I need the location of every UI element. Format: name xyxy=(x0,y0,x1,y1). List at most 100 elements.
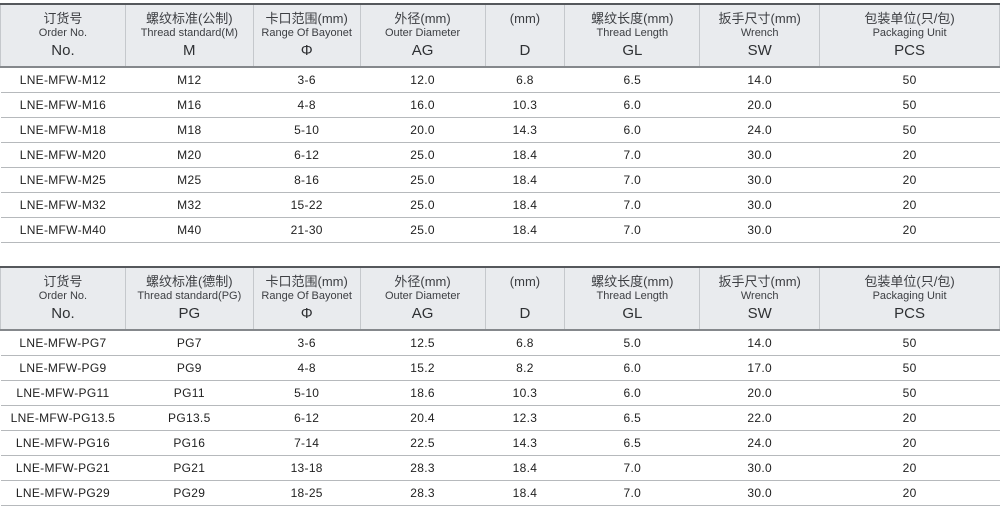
cell-metric-1-5: 6.0 xyxy=(564,92,700,118)
table-row-pg-2: LNE-MFW-PG11 PG11 5-10 18.6 10.3 6.0 20.0 50 xyxy=(0,380,1000,406)
col-header-zh: 螺纹长度(mm) xyxy=(591,11,674,26)
cell-metric-1-1: M16 xyxy=(125,92,254,118)
col-header-pg-4: (mm) xyxy=(485,266,566,304)
col-symbol-pg-5: GL xyxy=(564,304,701,331)
col-header-pg-2: 卡口范围(mm) Range Of Bayonet xyxy=(253,266,361,304)
cell-metric-2-3: 20.0 xyxy=(360,117,485,143)
cell-pg-0-4: 6.8 xyxy=(485,330,565,356)
cell-metric-3-7: 20 xyxy=(819,142,1000,168)
col-symbol-metric-2: Φ xyxy=(253,41,361,68)
cell-pg-3-2: 6-12 xyxy=(253,405,361,431)
cell-metric-0-3: 12.0 xyxy=(360,67,485,93)
col-symbol-pg-4: D xyxy=(485,304,566,331)
cell-metric-5-0: LNE-MFW-M32 xyxy=(0,192,126,218)
cell-pg-6-4: 18.4 xyxy=(485,480,565,506)
cell-pg-3-6: 22.0 xyxy=(699,405,820,431)
cell-pg-4-3: 22.5 xyxy=(360,430,485,456)
cell-metric-2-4: 14.3 xyxy=(485,117,565,143)
col-header-metric-5: 螺纹长度(mm) Thread Length xyxy=(564,3,701,41)
cell-metric-0-0: LNE-MFW-M12 xyxy=(0,67,126,93)
cell-metric-3-1: M20 xyxy=(125,142,254,168)
col-header-pg-5: 螺纹长度(mm) Thread Length xyxy=(564,266,701,304)
cell-metric-5-2: 15-22 xyxy=(253,192,361,218)
col-header-en: Thread standard(M) xyxy=(140,27,238,39)
cell-pg-1-3: 15.2 xyxy=(360,355,485,381)
cell-pg-1-1: PG9 xyxy=(125,355,254,381)
col-header-zh: 订货号 xyxy=(43,11,83,26)
cell-pg-5-5: 7.0 xyxy=(564,455,700,481)
cell-metric-3-3: 25.0 xyxy=(360,142,485,168)
col-header-en: Outer Diameter xyxy=(384,290,461,302)
col-header-en xyxy=(486,27,565,40)
cell-metric-5-5: 7.0 xyxy=(564,192,700,218)
col-header-zh: 卡口范围(mm) xyxy=(265,274,348,289)
cell-pg-1-6: 17.0 xyxy=(699,355,820,381)
col-header-zh: (mm) xyxy=(509,11,541,26)
col-header-zh: 订货号 xyxy=(43,274,83,289)
cell-pg-3-0: LNE-MFW-PG13.5 xyxy=(0,405,126,431)
col-symbol-metric-7: PCS xyxy=(819,41,1000,68)
cell-pg-5-2: 13-18 xyxy=(253,455,361,481)
col-header-en: Packaging Unit xyxy=(872,290,947,302)
cell-pg-0-6: 14.0 xyxy=(699,330,820,356)
table-row-metric-2: LNE-MFW-M18 M18 5-10 20.0 14.3 6.0 24.0 50 xyxy=(0,117,1000,143)
cell-pg-3-4: 12.3 xyxy=(485,405,565,431)
cell-pg-0-7: 50 xyxy=(819,330,1000,356)
cell-metric-5-4: 18.4 xyxy=(485,192,565,218)
cell-pg-2-3: 18.6 xyxy=(360,380,485,406)
spec-table-grid-metric: 订货号 Order No. 螺纹标准(公制) Thread standard(M) 卡口… xyxy=(0,3,1000,243)
cell-pg-2-7: 50 xyxy=(819,380,1000,406)
col-header-zh: 螺纹标准(德制) xyxy=(145,274,233,289)
cell-metric-1-7: 50 xyxy=(819,92,1000,118)
col-header-metric-4: (mm) xyxy=(485,3,566,41)
col-header-zh: 卡口范围(mm) xyxy=(265,11,348,26)
col-header-en: Wrench xyxy=(740,290,779,302)
col-symbol-pg-1: PG xyxy=(125,304,254,331)
cell-pg-2-4: 10.3 xyxy=(485,380,565,406)
cell-metric-5-7: 20 xyxy=(819,192,1000,218)
table-row-pg-5: LNE-MFW-PG21 PG21 13-18 28.3 18.4 7.0 30.0 20 xyxy=(0,455,1000,481)
cell-pg-0-2: 3-6 xyxy=(253,330,361,356)
cell-pg-2-0: LNE-MFW-PG11 xyxy=(0,380,126,406)
cell-pg-1-4: 8.2 xyxy=(485,355,565,381)
table-row-pg-0: LNE-MFW-PG7 PG7 3-6 12.5 6.8 5.0 14.0 50 xyxy=(0,330,1000,356)
cell-metric-6-3: 25.0 xyxy=(360,217,485,243)
cell-pg-1-5: 6.0 xyxy=(564,355,700,381)
table-row-metric-6: LNE-MFW-M40 M40 21-30 25.0 18.4 7.0 30.0 20 xyxy=(0,217,1000,243)
cell-metric-3-6: 30.0 xyxy=(699,142,820,168)
col-header-metric-0: 订货号 Order No. xyxy=(0,3,126,41)
col-header-en: Range Of Bayonet xyxy=(261,290,352,302)
cell-metric-4-2: 8-16 xyxy=(253,167,361,193)
cell-pg-3-5: 6.5 xyxy=(564,405,700,431)
cell-metric-2-1: M18 xyxy=(125,117,254,143)
cell-metric-4-0: LNE-MFW-M25 xyxy=(0,167,126,193)
col-symbol-pg-6: SW xyxy=(699,304,821,331)
cell-metric-4-1: M25 xyxy=(125,167,254,193)
col-symbol-metric-1: M xyxy=(125,41,254,68)
col-header-zh: 包装单位(只/包) xyxy=(864,274,955,289)
cell-pg-6-6: 30.0 xyxy=(699,480,820,506)
col-symbol-metric-3: AG xyxy=(360,41,486,68)
col-header-zh: (mm) xyxy=(509,274,541,289)
col-symbol-metric-5: GL xyxy=(564,41,701,68)
cell-pg-5-0: LNE-MFW-PG21 xyxy=(0,455,126,481)
cell-metric-1-6: 20.0 xyxy=(699,92,820,118)
cell-pg-2-1: PG11 xyxy=(125,380,254,406)
cell-metric-6-4: 18.4 xyxy=(485,217,565,243)
col-symbol-metric-0: No. xyxy=(0,41,126,68)
cell-pg-2-6: 20.0 xyxy=(699,380,820,406)
cell-metric-2-6: 24.0 xyxy=(699,117,820,143)
col-header-pg-1: 螺纹标准(德制) Thread standard(PG) xyxy=(125,266,254,304)
col-header-en: Thread standard(PG) xyxy=(137,290,242,302)
col-symbol-pg-7: PCS xyxy=(819,304,1000,331)
cell-pg-1-0: LNE-MFW-PG9 xyxy=(0,355,126,381)
cell-metric-2-7: 50 xyxy=(819,117,1000,143)
cell-pg-4-1: PG16 xyxy=(125,430,254,456)
cell-metric-0-6: 14.0 xyxy=(699,67,820,93)
col-header-en: Thread Length xyxy=(596,290,669,302)
cell-metric-1-3: 16.0 xyxy=(360,92,485,118)
col-header-metric-7: 包装单位(只/包) Packaging Unit xyxy=(819,3,1000,41)
cell-pg-2-2: 5-10 xyxy=(253,380,361,406)
cell-metric-0-1: M12 xyxy=(125,67,254,93)
col-header-en: Wrench xyxy=(740,27,779,39)
